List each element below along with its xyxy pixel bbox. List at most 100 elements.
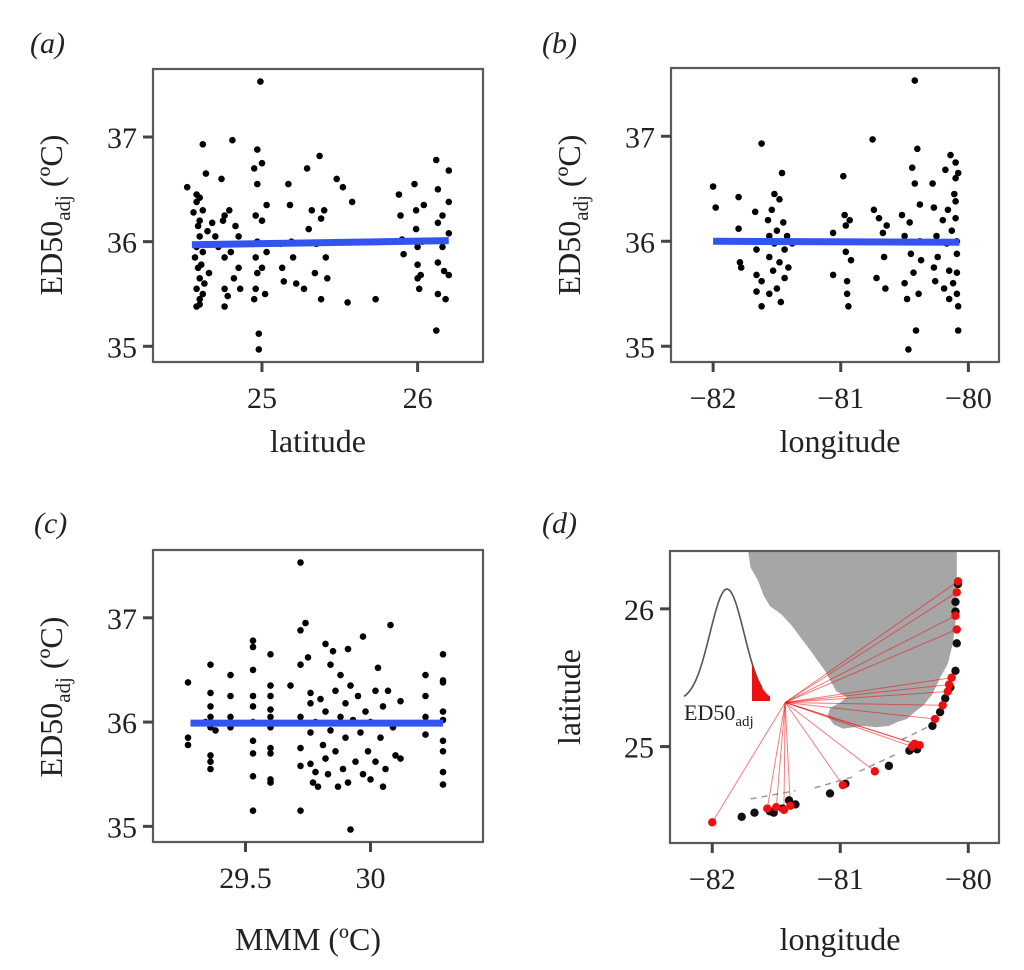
data-point <box>384 687 392 695</box>
data-point <box>207 758 214 765</box>
data-point <box>400 250 407 258</box>
data-point <box>917 256 925 264</box>
data-point <box>753 271 760 279</box>
data-point <box>377 734 384 741</box>
data-point <box>769 267 777 275</box>
data-point <box>303 165 311 172</box>
data-point <box>445 167 453 174</box>
data-point <box>915 290 922 298</box>
y-tick-label: 36 <box>625 226 655 259</box>
data-point <box>347 826 354 833</box>
data-point <box>252 212 259 219</box>
data-point <box>766 253 773 261</box>
data-point <box>297 713 304 721</box>
y-title-main-c: ED50 <box>33 703 69 778</box>
data-point <box>236 285 244 293</box>
data-point <box>840 172 847 180</box>
data-point <box>249 666 257 674</box>
land-florida <box>748 551 957 729</box>
site-link-line <box>784 580 959 703</box>
data-point <box>952 159 959 166</box>
y-title-main-b: ED50 <box>551 221 587 296</box>
data-point <box>778 169 786 177</box>
data-point <box>952 198 959 205</box>
data-point <box>908 164 916 171</box>
data-point <box>952 214 959 222</box>
data-point <box>249 737 257 745</box>
data-point <box>354 692 362 700</box>
data-point <box>434 186 442 193</box>
data-point <box>304 654 312 661</box>
data-point <box>212 727 219 734</box>
site-point-high <box>947 673 956 682</box>
data-point <box>768 206 776 214</box>
data-point <box>199 207 207 214</box>
data-point <box>297 661 304 668</box>
panel-marks-c: 35 36 37 29.5 30 <box>107 548 485 895</box>
inset-label: ED50adj <box>684 700 754 730</box>
svg-text:ED50adj (ºC): ED50adj (ºC) <box>33 135 75 296</box>
data-point <box>227 713 234 721</box>
data-point <box>847 256 855 264</box>
data-point <box>929 180 936 187</box>
data-point <box>442 295 449 303</box>
data-point <box>842 248 850 256</box>
data-point <box>207 765 214 773</box>
data-point <box>439 679 447 686</box>
data-point <box>287 682 294 689</box>
data-point <box>196 217 203 224</box>
site-point-high <box>952 625 961 634</box>
data-point <box>439 243 446 251</box>
data-point <box>342 734 349 741</box>
data-point <box>249 807 257 814</box>
data-point <box>776 196 783 203</box>
data-point <box>367 776 374 783</box>
data-point <box>933 232 940 240</box>
data-point <box>776 259 783 266</box>
plot-area-a <box>183 78 453 353</box>
data-point <box>875 214 883 222</box>
data-point <box>208 219 216 227</box>
data-point <box>869 136 876 143</box>
data-point <box>773 227 781 234</box>
site-link-line <box>784 702 876 772</box>
site-point <box>951 666 960 676</box>
data-point <box>379 703 387 710</box>
data-point <box>947 151 954 159</box>
site-point <box>952 639 961 648</box>
data-point <box>931 277 939 285</box>
data-point <box>439 212 446 219</box>
data-point <box>317 695 324 703</box>
site-point-high <box>944 680 954 689</box>
data-point <box>949 279 957 287</box>
data-point <box>777 298 785 306</box>
data-point <box>316 152 323 160</box>
data-point <box>297 807 304 814</box>
data-point <box>280 278 288 285</box>
data-point <box>267 706 274 713</box>
y-tick-label: 35 <box>107 811 137 844</box>
data-point <box>951 190 958 198</box>
data-point <box>297 559 304 566</box>
data-point <box>372 687 379 695</box>
data-point <box>183 183 191 191</box>
data-point <box>397 697 404 705</box>
data-point <box>753 288 760 295</box>
site-point-high <box>870 767 880 776</box>
data-point <box>773 285 781 292</box>
y-tick-label: 26 <box>624 594 654 627</box>
panel-marks-b: 35 36 37 −82 −81 −80 <box>625 66 1001 415</box>
x-tick-label: −81 <box>817 382 864 415</box>
data-point <box>843 277 851 285</box>
data-point <box>439 781 447 788</box>
data-point <box>901 232 908 240</box>
data-point <box>944 206 952 214</box>
x-tick-label: −81 <box>817 863 864 896</box>
site-point <box>935 707 945 717</box>
plot-area-b <box>709 77 962 353</box>
data-point <box>207 713 214 721</box>
x-axis-title-d: longitude <box>780 921 901 957</box>
site-link-line <box>785 629 957 703</box>
data-point <box>322 755 329 762</box>
data-point <box>193 285 200 293</box>
